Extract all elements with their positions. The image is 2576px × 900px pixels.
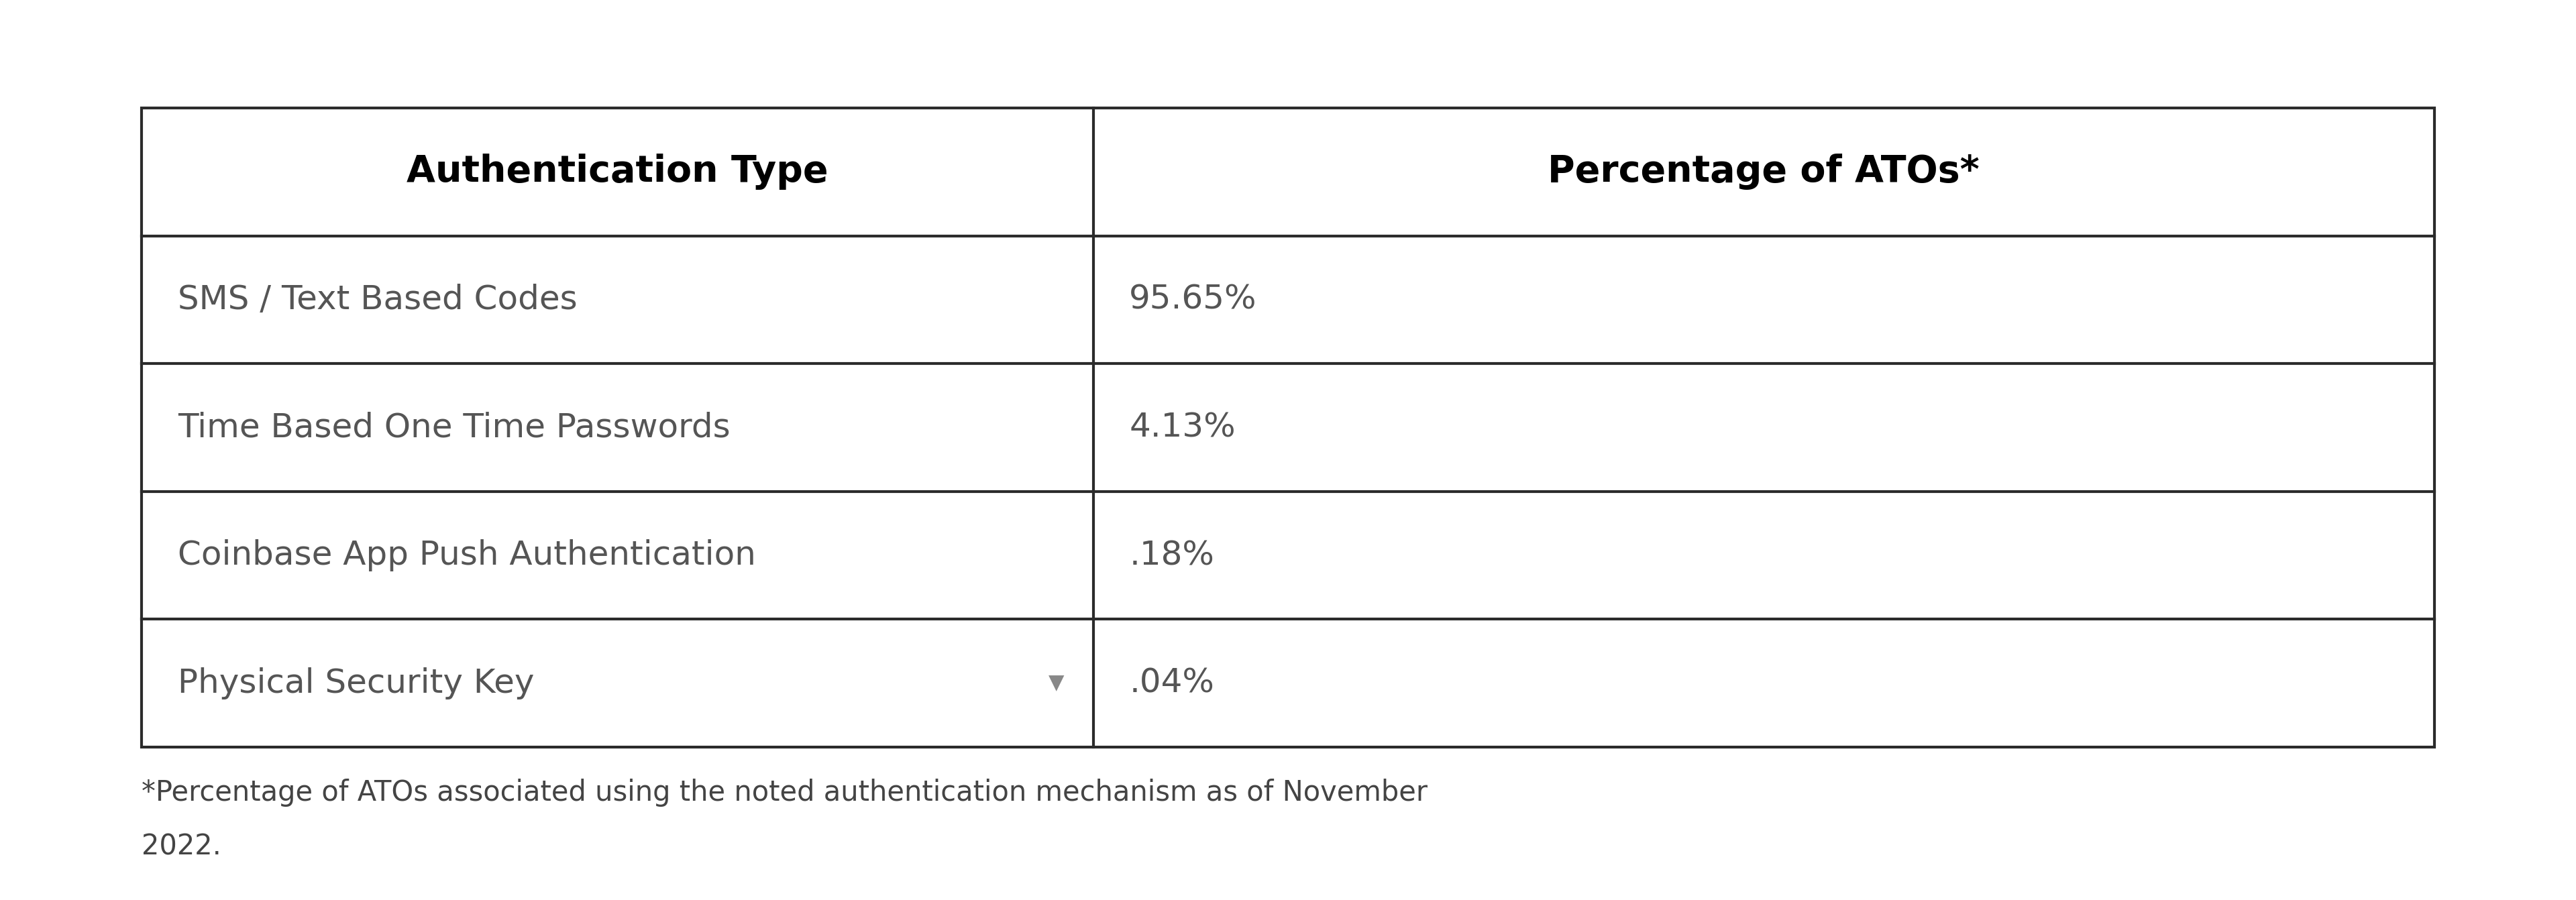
Text: .18%: .18% [1128, 539, 1213, 572]
Text: SMS / Text Based Codes: SMS / Text Based Codes [178, 284, 577, 316]
Text: 95.65%: 95.65% [1128, 284, 1257, 316]
Text: ▼: ▼ [1048, 673, 1064, 693]
Text: 4.13%: 4.13% [1128, 411, 1236, 444]
Text: 2022.: 2022. [142, 833, 222, 860]
Text: .04%: .04% [1128, 667, 1213, 699]
Text: Coinbase App Push Authentication: Coinbase App Push Authentication [178, 539, 755, 572]
Text: Physical Security Key: Physical Security Key [178, 667, 533, 699]
Text: *Percentage of ATOs associated using the noted authentication mechanism as of No: *Percentage of ATOs associated using the… [142, 778, 1427, 806]
Text: Percentage of ATOs*: Percentage of ATOs* [1548, 154, 1978, 190]
Bar [142, 108, 2434, 747]
Text: Authentication Type: Authentication Type [407, 154, 829, 190]
Text: Time Based One Time Passwords: Time Based One Time Passwords [178, 411, 732, 444]
